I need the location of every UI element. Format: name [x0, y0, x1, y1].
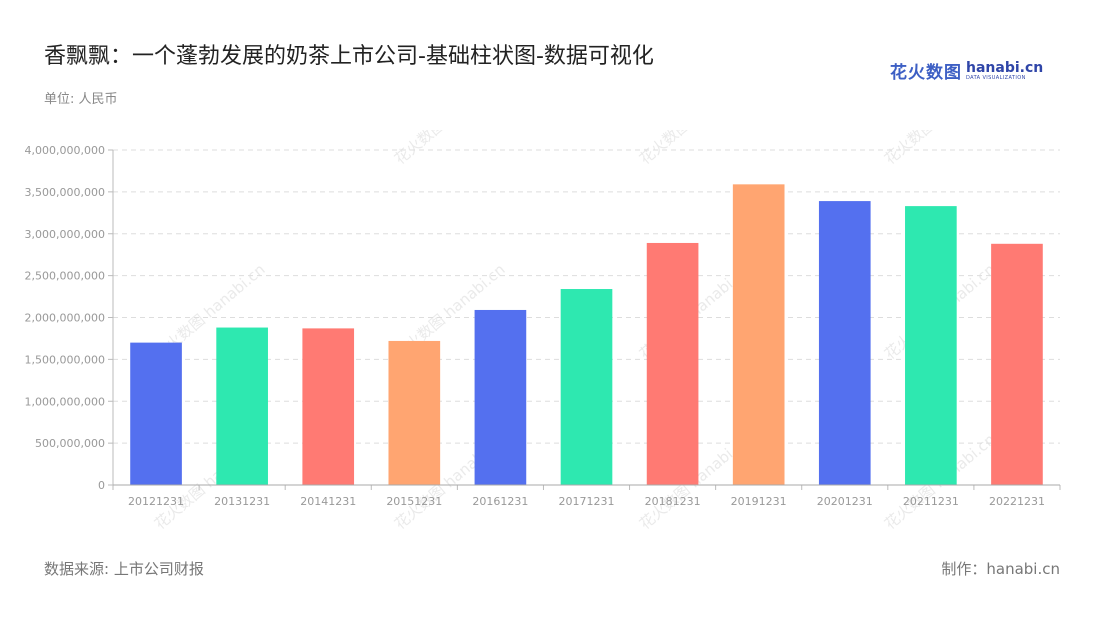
bar-chart: 花火数图 hanabi.cn 花火数图 hanabi.cn 花火数图 hanabi.… [25, 130, 1061, 530]
bar-20121231[interactable] [130, 342, 182, 485]
y-tick-label: 0 [98, 479, 105, 492]
y-tick-label: 500,000,000 [35, 437, 105, 450]
x-tick-label: 20141231 [300, 495, 356, 508]
y-tick-label: 4,000,000,000 [25, 144, 105, 157]
y-tick-label: 1,000,000,000 [25, 395, 105, 408]
logo-subtitle: DATA VISUALIZATION [966, 74, 1026, 81]
x-tick-label: 20211231 [903, 495, 959, 508]
data-source: 数据来源: 上市公司财报 [44, 560, 204, 578]
bar-20141231[interactable] [302, 328, 355, 485]
x-axis: 20121231 20131231 20141231 20151231 20161231… [112, 484, 1061, 508]
y-tick-label: 2,000,000,000 [25, 312, 105, 325]
bar-20131231[interactable] [216, 327, 268, 485]
bar-20191231[interactable] [732, 184, 785, 485]
bar-20201231[interactable] [818, 201, 871, 485]
bar-20151231[interactable] [388, 340, 441, 485]
bars [130, 184, 1043, 486]
bar-20181231[interactable] [646, 242, 699, 485]
y-tick-label: 2,500,000,000 [25, 270, 105, 283]
watermark-text: 花火数图 hanabi.cn [391, 130, 509, 168]
logo-text-en-group: hanabi.cn DATA VISUALIZATION [966, 61, 1043, 81]
logo-text-en: hanabi.cn [966, 59, 1044, 76]
x-tick-label: 20191231 [731, 495, 787, 508]
grid-lines [113, 149, 1060, 444]
bar-20161231[interactable] [474, 309, 527, 485]
y-tick-label: 1,500,000,000 [25, 353, 105, 366]
y-tick-label: 3,500,000,000 [25, 186, 105, 199]
chart-title: 香飘飘：一个蓬勃发展的奶茶上市公司-基础柱状图-数据可视化 [44, 44, 654, 69]
logo-text-cn: 花火数图 [890, 63, 962, 83]
unit-label: 单位: 人民币 [44, 92, 118, 107]
x-tick-label: 20181231 [645, 495, 701, 508]
watermark-text: 花火数图 hanabi.cn [636, 130, 754, 168]
x-tick-label: 20131231 [214, 495, 270, 508]
bar-20171231[interactable] [560, 289, 613, 485]
x-tick-label: 20151231 [386, 495, 442, 508]
watermark-text: 花火数图 hanabi.cn [881, 130, 999, 168]
bar-20211231[interactable] [905, 206, 957, 486]
brand-logo: 花火数图 hanabi.cn DATA VISUALIZATION [890, 58, 1043, 84]
x-tick-label: 20161231 [472, 495, 528, 508]
y-axis: 0 500,000,000 1,000,000,000 1,500,000,000 2,… [25, 144, 114, 492]
x-tick-label: 20121231 [128, 495, 184, 508]
y-tick-label: 3,000,000,000 [25, 228, 105, 241]
credit-text[interactable]: 制作：hanabi.cn [941, 560, 1060, 578]
x-tick-label: 20201231 [817, 495, 873, 508]
bar-20221231[interactable] [991, 243, 1043, 485]
x-tick-label: 20171231 [559, 495, 615, 508]
x-tick-label: 20221231 [989, 495, 1045, 508]
